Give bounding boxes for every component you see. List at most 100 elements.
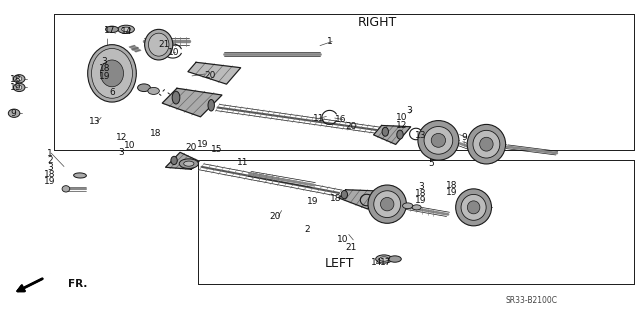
Ellipse shape: [179, 159, 198, 168]
Ellipse shape: [8, 109, 20, 117]
Text: 20: 20: [204, 71, 216, 80]
Text: 21: 21: [345, 243, 356, 252]
Ellipse shape: [374, 191, 401, 218]
Text: 20: 20: [269, 212, 281, 221]
Ellipse shape: [403, 203, 413, 209]
Ellipse shape: [208, 100, 214, 111]
Text: 3: 3: [102, 57, 107, 66]
Text: 10: 10: [396, 113, 408, 122]
Polygon shape: [163, 88, 222, 117]
Text: 13: 13: [415, 131, 427, 140]
Ellipse shape: [145, 29, 173, 60]
Text: 20: 20: [185, 143, 196, 152]
Ellipse shape: [380, 257, 388, 261]
Text: 17: 17: [104, 26, 116, 35]
Text: 3: 3: [419, 182, 424, 191]
Polygon shape: [374, 125, 411, 145]
Ellipse shape: [88, 45, 136, 102]
Ellipse shape: [418, 121, 459, 160]
Text: 10: 10: [124, 141, 135, 150]
Text: 19: 19: [307, 197, 318, 206]
Ellipse shape: [369, 195, 376, 204]
Text: 2: 2: [47, 156, 52, 165]
Ellipse shape: [13, 75, 25, 83]
Ellipse shape: [397, 130, 403, 139]
Polygon shape: [188, 62, 241, 84]
Text: 11: 11: [237, 158, 249, 167]
Text: 10: 10: [168, 48, 179, 57]
Ellipse shape: [100, 60, 124, 87]
Text: 3: 3: [407, 106, 412, 115]
Ellipse shape: [62, 186, 70, 192]
Text: RIGHT: RIGHT: [358, 16, 397, 29]
Ellipse shape: [172, 91, 180, 104]
Text: 11: 11: [313, 114, 324, 122]
Text: 18: 18: [150, 130, 161, 138]
Ellipse shape: [424, 127, 452, 154]
Ellipse shape: [138, 84, 150, 92]
Ellipse shape: [473, 130, 500, 158]
Ellipse shape: [17, 77, 22, 81]
Ellipse shape: [480, 137, 493, 151]
Text: 18: 18: [44, 170, 56, 179]
Text: 12: 12: [396, 121, 408, 130]
Text: 19: 19: [415, 196, 427, 205]
Text: 16: 16: [335, 115, 347, 124]
Ellipse shape: [13, 83, 25, 92]
Text: 20: 20: [345, 122, 356, 131]
Text: 19: 19: [196, 140, 208, 149]
Text: 10: 10: [337, 235, 348, 244]
Ellipse shape: [74, 173, 86, 178]
Text: 13: 13: [89, 117, 100, 126]
Text: 18: 18: [446, 181, 458, 190]
Polygon shape: [339, 190, 381, 209]
Text: 18: 18: [99, 64, 110, 73]
Ellipse shape: [431, 133, 445, 147]
Text: 15: 15: [211, 145, 222, 154]
Ellipse shape: [106, 26, 118, 33]
Ellipse shape: [148, 87, 159, 94]
Ellipse shape: [341, 190, 348, 199]
Text: 5: 5: [429, 159, 434, 168]
Ellipse shape: [171, 156, 177, 165]
Text: LEFT: LEFT: [324, 257, 354, 270]
Text: 12: 12: [116, 133, 127, 142]
Ellipse shape: [382, 127, 388, 136]
Ellipse shape: [376, 255, 392, 263]
Text: 1: 1: [47, 149, 52, 158]
Ellipse shape: [118, 25, 134, 33]
Text: 1: 1: [328, 37, 333, 46]
Ellipse shape: [368, 185, 406, 223]
Polygon shape: [166, 152, 199, 169]
Ellipse shape: [17, 85, 22, 90]
Text: 2: 2: [305, 225, 310, 234]
Text: 9: 9: [462, 133, 467, 142]
Ellipse shape: [456, 189, 492, 226]
Text: 14: 14: [121, 27, 132, 36]
Ellipse shape: [148, 33, 169, 56]
Text: 19: 19: [10, 83, 22, 92]
Ellipse shape: [189, 160, 195, 168]
Text: 3: 3: [119, 148, 124, 157]
Ellipse shape: [412, 205, 421, 210]
Text: 3: 3: [47, 163, 52, 172]
Text: FR.: FR.: [68, 279, 88, 289]
Ellipse shape: [467, 201, 480, 214]
Text: 18: 18: [415, 189, 427, 198]
Ellipse shape: [92, 48, 132, 98]
Text: 9: 9: [10, 109, 15, 118]
Text: SR33-B2100C: SR33-B2100C: [506, 296, 557, 305]
Ellipse shape: [467, 124, 506, 164]
Text: 19: 19: [446, 188, 458, 197]
Ellipse shape: [122, 27, 131, 32]
Text: 21: 21: [159, 40, 170, 48]
Text: 18: 18: [330, 194, 341, 203]
Text: 19: 19: [44, 177, 56, 186]
Ellipse shape: [380, 197, 394, 211]
Ellipse shape: [461, 194, 486, 220]
Ellipse shape: [388, 256, 401, 262]
Text: 14: 14: [371, 258, 382, 267]
Text: 6: 6: [109, 88, 115, 97]
Text: 18: 18: [10, 75, 22, 84]
Text: 19: 19: [99, 72, 110, 81]
